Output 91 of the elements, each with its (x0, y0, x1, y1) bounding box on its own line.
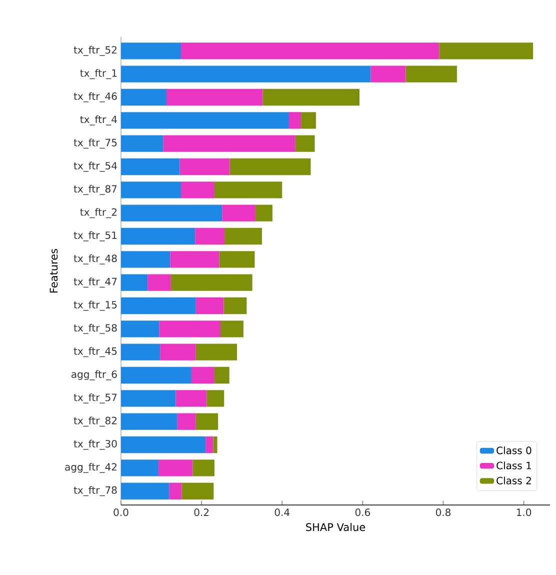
bar (191, 366, 214, 384)
bar (121, 436, 206, 454)
bar (121, 158, 180, 176)
legend-label: Class 0 (496, 446, 532, 454)
bar (192, 460, 214, 476)
y-tick-label: tx_ftr_47 (74, 278, 117, 288)
bar (214, 182, 282, 198)
bar (370, 66, 406, 82)
bar (222, 204, 256, 222)
bar (121, 204, 222, 222)
bar (220, 320, 244, 338)
bar (121, 413, 178, 430)
bar (121, 366, 192, 384)
bar (170, 251, 220, 268)
bar (121, 320, 160, 338)
bar (163, 135, 296, 152)
bar (170, 274, 252, 291)
bar (196, 344, 238, 360)
y-tick-label: tx_ftr_30 (74, 440, 117, 450)
bar (158, 460, 193, 476)
bar (176, 390, 207, 407)
bar (121, 182, 182, 198)
bar (196, 413, 218, 430)
bar (148, 274, 171, 291)
y-tick-label: tx_ftr_1 (80, 69, 117, 80)
bar (301, 112, 316, 129)
x-tick-label: 0.0 (114, 508, 128, 516)
bar (224, 297, 247, 314)
x-tick-label: 0.2 (194, 508, 209, 516)
bar (169, 482, 182, 500)
x-tick-label: 0.4 (274, 508, 290, 516)
y-tick-label: tx_ftr_75 (74, 138, 117, 149)
y-tick-label: tx_ftr_4 (80, 115, 117, 126)
y-tick-label: tx_ftr_54 (74, 162, 117, 172)
bar (256, 204, 272, 222)
y-tick-label: tx_ftr_45 (74, 347, 117, 358)
bar (214, 366, 230, 384)
y-tick-label: agg_ftr_42 (65, 462, 116, 473)
bar (121, 88, 167, 106)
bar (262, 88, 360, 106)
y-tick-label: tx_ftr_87 (74, 184, 117, 195)
y-tick-label: agg_ftr_6 (72, 370, 117, 380)
bar (121, 135, 164, 152)
x-tick-label: 0.8 (436, 508, 451, 516)
x-tick-label: 1.0 (516, 508, 532, 516)
bar (439, 42, 534, 60)
y-tick-label: tx_ftr_58 (74, 324, 117, 334)
bar (121, 66, 371, 82)
bar (181, 42, 440, 60)
bar (224, 228, 262, 245)
bar (159, 320, 220, 338)
bar (206, 390, 224, 407)
bar (406, 66, 457, 82)
y-tick-label: tx_ftr_2 (80, 208, 116, 218)
y-axis-title: Features (50, 248, 58, 293)
bar (230, 158, 311, 176)
bar (206, 436, 214, 454)
x-axis-title: SHAP Value (306, 522, 366, 532)
bar (121, 274, 148, 291)
bar (121, 460, 158, 476)
bar (180, 158, 230, 176)
bar (213, 436, 218, 454)
bar (121, 42, 182, 60)
bar (181, 182, 214, 198)
bar (182, 482, 214, 500)
bar (121, 228, 196, 245)
y-tick-label: tx_ftr_48 (74, 254, 117, 264)
bar (288, 112, 302, 129)
bar (195, 228, 225, 245)
y-tick-label: tx_ftr_52 (74, 46, 116, 56)
y-tick-label: tx_ftr_78 (74, 486, 117, 496)
bar (121, 344, 160, 360)
legend-label: Class 1 (496, 462, 531, 470)
y-tick-label: tx_ftr_15 (74, 300, 117, 311)
bar (121, 251, 170, 268)
y-tick-label: tx_ftr_51 (74, 231, 117, 242)
legend-label: Class 2 (496, 476, 531, 484)
bar (196, 297, 224, 314)
bar (121, 390, 176, 407)
y-tick-label: tx_ftr_82 (74, 416, 116, 427)
bar (166, 88, 263, 106)
bar (121, 297, 196, 314)
bar (121, 112, 289, 129)
bar (121, 482, 170, 500)
x-tick-label: 0.6 (355, 508, 370, 516)
y-tick-label: tx_ftr_57 (74, 393, 117, 404)
bar (219, 251, 255, 268)
bar (177, 413, 196, 430)
y-tick-label: tx_ftr_46 (74, 92, 117, 102)
bar (160, 344, 196, 360)
bar (295, 135, 315, 152)
